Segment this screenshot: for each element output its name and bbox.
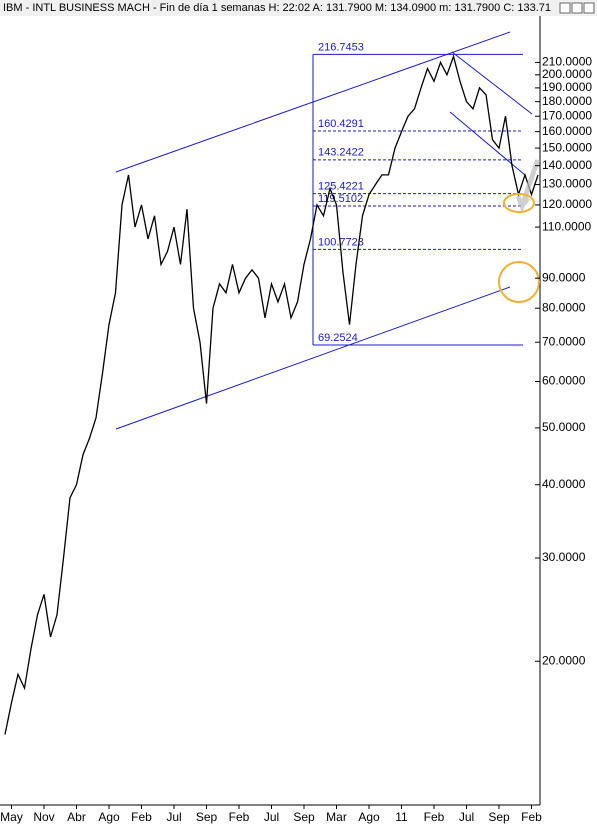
x-tick-label: Sep bbox=[293, 810, 315, 824]
chart-title: IBM - INTL BUSINESS MACH - Fin de día 1 … bbox=[3, 2, 551, 14]
y-tick-label: 210.0000 bbox=[542, 55, 592, 69]
y-tick-label: 140.0000 bbox=[542, 158, 592, 172]
fib-level-label: 69.2524 bbox=[318, 332, 358, 344]
x-tick-label: Jul bbox=[459, 810, 474, 824]
y-tick-label: 50.0000 bbox=[542, 420, 586, 434]
y-tick-label: 70.0000 bbox=[542, 334, 586, 348]
fib-level-label: 160.4291 bbox=[318, 118, 364, 130]
x-tick-label: Nov bbox=[33, 810, 54, 824]
plot: 216.7453 160.4291 143.2422 125.4221119.5102… bbox=[4, 41, 539, 735]
maximize-button[interactable] bbox=[571, 2, 583, 14]
y-tick-label: 190.0000 bbox=[542, 80, 592, 94]
header-clip: IBM - INTL BUSINESS MACH - Fin de día 1 … bbox=[3, 2, 551, 14]
x-tick-label: Feb bbox=[131, 810, 152, 824]
y-tick-label: 30.0000 bbox=[542, 550, 586, 564]
y-tick-label: 60.0000 bbox=[542, 374, 586, 388]
highlight-circle bbox=[498, 261, 540, 303]
x-tick-label: Sep bbox=[196, 810, 218, 824]
fib-level-label: 125.4221 bbox=[318, 181, 364, 193]
fib-level-label: 100.7723 bbox=[318, 236, 364, 248]
x-tick-label: Feb bbox=[521, 810, 542, 824]
fib-level-label: 216.7453 bbox=[318, 41, 364, 53]
x-tick-label: Mar bbox=[326, 810, 347, 824]
fib-level-label: 143.2422 bbox=[318, 147, 364, 159]
y-tick-label: 110.0000 bbox=[542, 219, 591, 233]
y-tick-label: 150.0000 bbox=[542, 140, 592, 154]
highlight-circle bbox=[503, 193, 535, 213]
x-tick-label: Jul bbox=[264, 810, 279, 824]
fib-level-label: 119.5102 bbox=[318, 193, 363, 205]
y-tick-label: 20.0000 bbox=[542, 653, 586, 667]
lower-channel-line bbox=[115, 286, 511, 430]
y-tick-label: 200.0000 bbox=[542, 67, 592, 81]
y-tick-label: 160.0000 bbox=[542, 124, 592, 138]
x-tick-label: Feb bbox=[424, 810, 445, 824]
x-tick-label: Sep bbox=[488, 810, 510, 824]
falling-trend-line bbox=[451, 51, 533, 115]
y-tick-label: 80.0000 bbox=[542, 300, 586, 314]
y-tick-label: 120.0000 bbox=[542, 197, 592, 211]
x-tick-label: May bbox=[0, 810, 23, 824]
x-tick-label: Jul bbox=[166, 810, 181, 824]
arrow bbox=[515, 159, 541, 213]
x-tick-label: Ago bbox=[358, 810, 380, 824]
x-tick-label: Ago bbox=[98, 810, 120, 824]
header-bar bbox=[0, 0, 597, 16]
y-tick-label: 180.0000 bbox=[542, 94, 592, 108]
y-tick-label: 130.0000 bbox=[542, 177, 592, 191]
x-tick-label: Feb bbox=[229, 810, 250, 824]
price-line bbox=[4, 54, 539, 735]
x-tick-label: Abr bbox=[67, 810, 86, 824]
close-button[interactable] bbox=[583, 2, 595, 14]
x-tick-label: 11 bbox=[395, 810, 408, 824]
y-tick-label: 90.0000 bbox=[542, 270, 586, 284]
minimize-button[interactable] bbox=[559, 2, 571, 14]
y-tick-label: 40.0000 bbox=[542, 477, 586, 491]
y-tick-label: 170.0000 bbox=[542, 108, 592, 122]
falling-trend-line bbox=[449, 111, 526, 176]
